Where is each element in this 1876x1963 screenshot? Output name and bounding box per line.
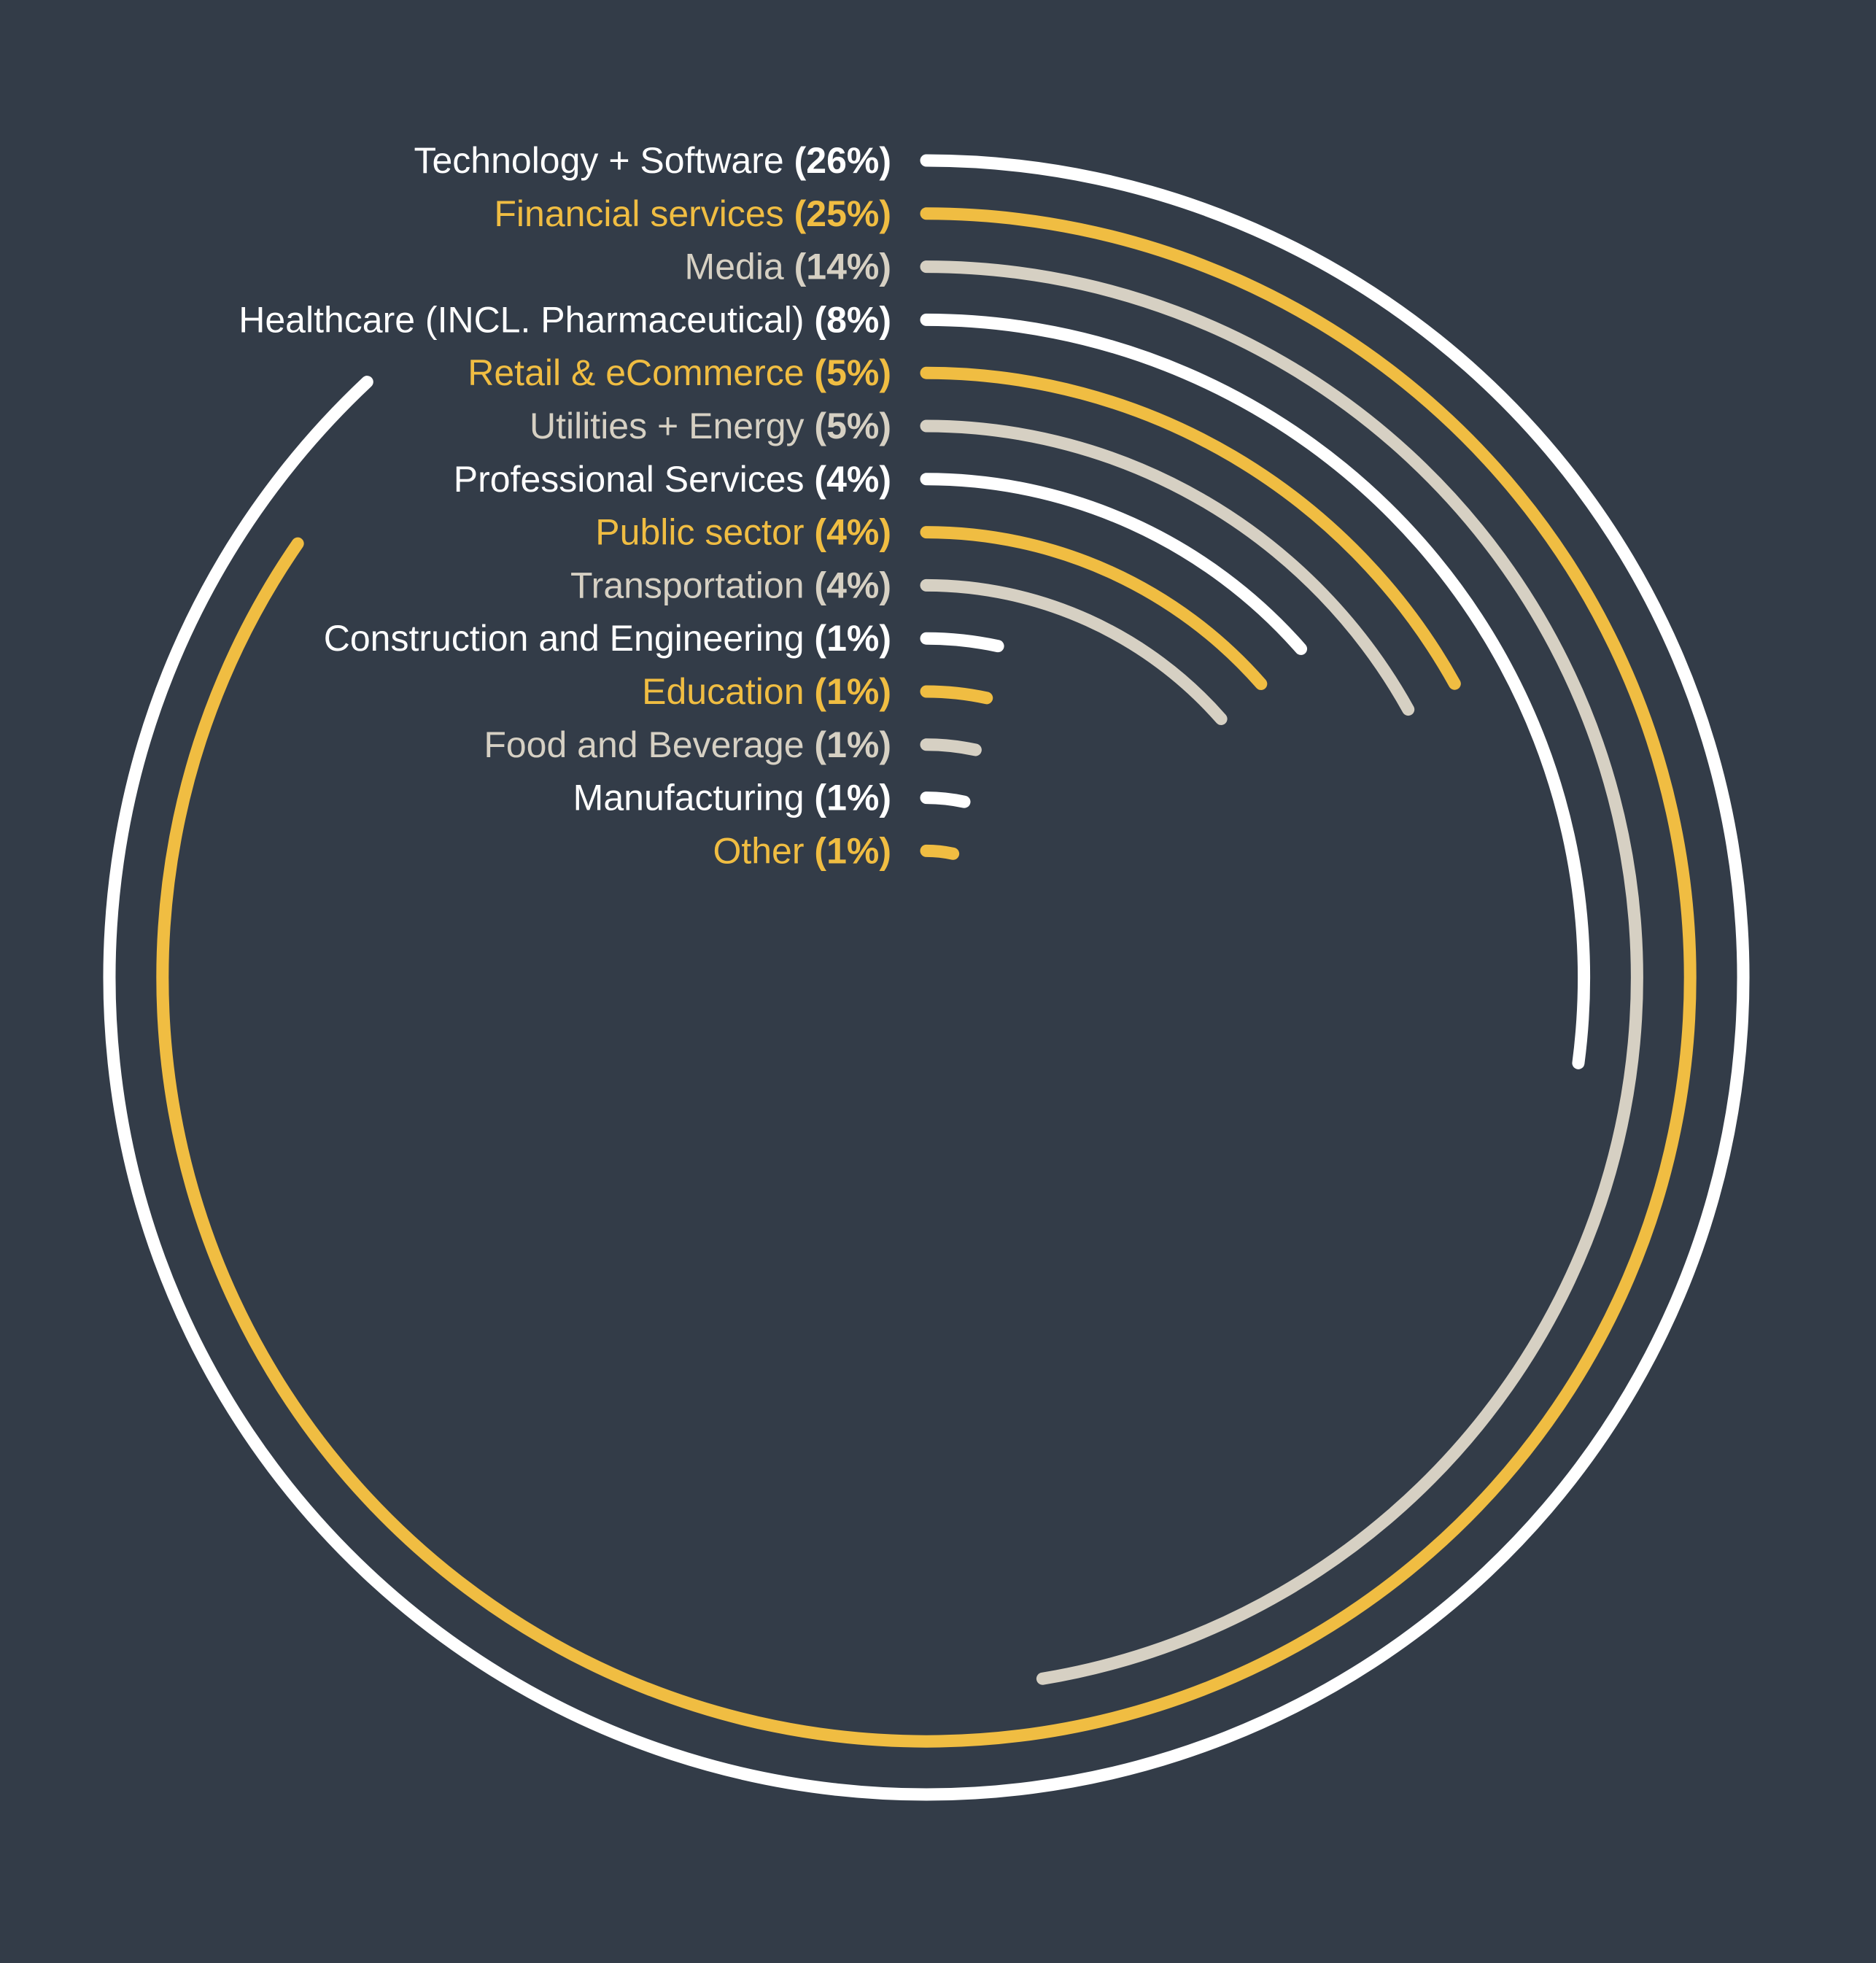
label-education: Education (1%) (642, 671, 891, 712)
arc-financial-services (156, 207, 1697, 1748)
chart-arcs (103, 154, 1750, 1801)
label-text-education: Education (642, 671, 814, 712)
arc-professional-services (920, 473, 1308, 655)
label-text-utilities-energy: Utilities + Energy (530, 406, 814, 446)
arc-education (920, 685, 993, 705)
label-retail-ecommerce: Retail & eCommerce (5%) (468, 352, 891, 393)
label-text-food-and-beverage: Food and Beverage (484, 724, 814, 765)
arc-food-and-beverage (920, 738, 982, 756)
label-value-financial-services: (25%) (794, 193, 891, 234)
arc-media (920, 260, 1643, 1685)
arc-retail-ecommerce (920, 366, 1461, 690)
label-value-manufacturing: (1%) (814, 778, 891, 818)
label-value-food-and-beverage: (1%) (814, 724, 891, 765)
label-value-media: (14%) (794, 247, 891, 287)
label-text-financial-services: Financial services (494, 193, 794, 234)
label-healthcare-incl-pharmaceutical: Healthcare (INCL. Pharmaceutical) (8%) (239, 299, 891, 340)
arc-other (920, 844, 960, 860)
label-value-education: (1%) (814, 671, 891, 712)
label-text-construction-and-engineering: Construction and Engineering (324, 618, 815, 659)
label-financial-services: Financial services (25%) (494, 193, 891, 234)
label-other: Other (1%) (713, 830, 891, 871)
arc-construction-and-engineering (920, 632, 1004, 653)
label-technology-software: Technology + Software (26%) (414, 140, 891, 181)
label-text-manufacturing: Manufacturing (573, 778, 815, 818)
label-value-public-sector: (4%) (814, 512, 891, 553)
label-value-retail-ecommerce: (5%) (814, 352, 891, 393)
arc-utilities-energy (920, 419, 1415, 716)
label-text-transportation: Transportation (570, 565, 814, 605)
arc-transportation (920, 578, 1228, 725)
label-value-other: (1%) (814, 830, 891, 871)
label-value-professional-services: (4%) (814, 459, 891, 500)
label-text-professional-services: Professional Services (454, 459, 815, 500)
label-text-healthcare-incl-pharmaceutical: Healthcare (INCL. Pharmaceutical) (239, 299, 814, 340)
label-professional-services: Professional Services (4%) (454, 459, 891, 500)
label-text-retail-ecommerce: Retail & eCommerce (468, 352, 814, 393)
label-media: Media (14%) (685, 247, 891, 287)
label-text-public-sector: Public sector (595, 512, 814, 553)
arc-healthcare-incl-pharmaceutical (920, 313, 1591, 1069)
label-food-and-beverage: Food and Beverage (1%) (484, 724, 891, 765)
label-utilities-energy: Utilities + Energy (5%) (530, 406, 891, 446)
label-construction-and-engineering: Construction and Engineering (1%) (324, 618, 891, 659)
label-text-other: Other (713, 830, 814, 871)
chart-labels: Technology + Software (26%)Financial ser… (239, 140, 891, 871)
arc-manufacturing (920, 791, 971, 808)
arc-technology-software (103, 154, 1750, 1801)
label-manufacturing: Manufacturing (1%) (573, 778, 891, 818)
label-value-transportation: (4%) (814, 565, 891, 605)
label-transportation: Transportation (4%) (570, 565, 891, 605)
label-value-technology-software: (26%) (794, 140, 891, 181)
label-value-healthcare-incl-pharmaceutical: (8%) (814, 299, 891, 340)
label-public-sector: Public sector (4%) (595, 512, 891, 553)
label-text-technology-software: Technology + Software (414, 140, 794, 181)
arc-public-sector (920, 526, 1268, 690)
label-text-media: Media (685, 247, 794, 287)
label-value-utilities-energy: (5%) (814, 406, 891, 446)
label-value-construction-and-engineering: (1%) (814, 618, 891, 659)
